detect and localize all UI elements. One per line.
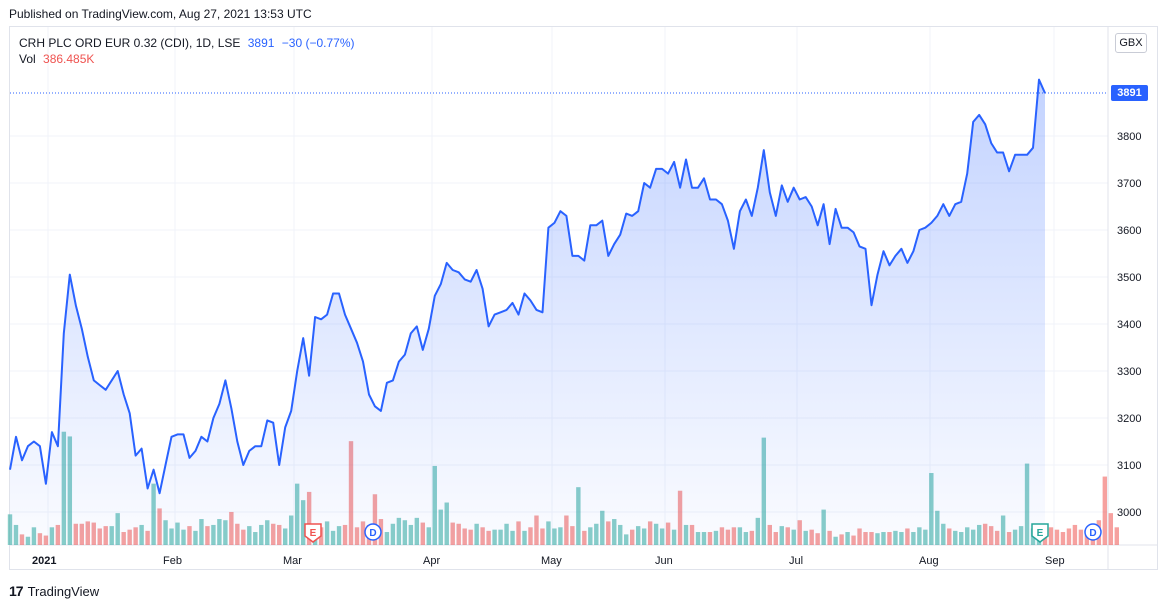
event-marker-label: D [369, 528, 376, 539]
published-caption: Published on TradingView.com, Aug 27, 20… [9, 7, 312, 21]
event-marker-label: E [310, 528, 317, 539]
price-line [9, 78, 1046, 495]
x-tick-label: Feb [163, 555, 182, 567]
dividend-marker-icon[interactable] [364, 523, 382, 541]
volume-bar [1072, 524, 1078, 545]
volume-value: 386.485K [43, 52, 95, 66]
y-tick-label: 3000 [1117, 507, 1141, 519]
volume-bar [1078, 529, 1084, 545]
y-tick-label: 3600 [1117, 225, 1141, 237]
dividend-marker-icon[interactable] [1084, 523, 1102, 541]
x-tick-label: 2021 [32, 555, 56, 567]
x-tick-label: Mar [283, 555, 302, 567]
y-tick-label: 3800 [1117, 131, 1141, 143]
price-change: −30 (−0.77%) [281, 36, 355, 50]
tradingview-logo-icon: 17 [9, 583, 24, 599]
chart-frame[interactable] [9, 26, 1158, 570]
x-tick-label: Jun [655, 555, 673, 567]
x-tick-label: Sep [1045, 555, 1065, 567]
brand-name: TradingView [27, 583, 100, 599]
price-area [10, 79, 1045, 545]
earnings-marker-icon[interactable] [304, 523, 322, 543]
volume-bar [1108, 513, 1114, 545]
x-tick-label: Jul [789, 555, 803, 567]
volume-bar [1048, 527, 1054, 545]
symbol-title: CRH PLC ORD EUR 0.32 (CDI), 1D, LSE [19, 36, 241, 50]
x-tick-label: May [541, 555, 562, 567]
volume-bar [1066, 528, 1072, 545]
currency-button[interactable]: GBX [1115, 33, 1147, 53]
volume-bar [1060, 532, 1066, 545]
y-tick-label: 3100 [1117, 460, 1141, 472]
y-tick-label: 3500 [1117, 272, 1141, 284]
y-tick-label: 3700 [1117, 178, 1141, 190]
event-marker-label: E [1037, 528, 1044, 539]
event-marker-label: D [1089, 528, 1096, 539]
chart-legend: CRH PLC ORD EUR 0.32 (CDI), 1D, LSE 3891… [19, 35, 355, 67]
earnings-marker-icon[interactable] [1031, 523, 1049, 543]
x-tick-label: Aug [919, 555, 939, 567]
y-tick-label: 3200 [1117, 413, 1141, 425]
volume-bar [1114, 527, 1119, 545]
volume-bar [1054, 529, 1060, 545]
last-price-badge: 3891 [1111, 85, 1148, 101]
volume-bar [1102, 476, 1108, 545]
y-tick-label: 3300 [1117, 366, 1141, 378]
footer-brand[interactable]: 17 TradingView [9, 583, 99, 599]
y-tick-label: 3400 [1117, 319, 1141, 331]
volume-label: Vol [19, 52, 36, 66]
last-price: 3891 [247, 36, 275, 50]
x-tick-label: Apr [423, 555, 440, 567]
